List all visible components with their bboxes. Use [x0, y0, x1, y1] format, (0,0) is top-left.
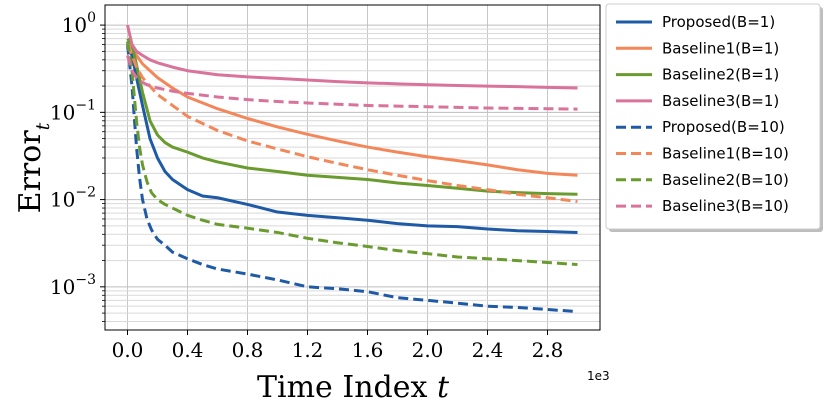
x-tick-label: 2.4 [472, 338, 504, 362]
legend-label: Baseline3(B=10) [662, 197, 789, 215]
x-axis-title-var: t [437, 370, 450, 405]
legend-label: Baseline2(B=10) [662, 171, 789, 189]
y-tick-label: 10−1 [50, 97, 96, 124]
y-tick-label: 100 [62, 10, 96, 37]
y-axis-title: Errort [13, 122, 54, 213]
series-lines [126, 24, 578, 314]
legend-label: Baseline1(B=1) [662, 39, 779, 57]
grid-lines [105, 5, 600, 330]
y-tick-label: 10−2 [50, 185, 96, 212]
x-tick-label: 2.8 [532, 338, 564, 362]
y-tick-base: 10 [50, 100, 75, 124]
y-tick-exponent: 0 [87, 10, 96, 26]
x-tick-label: 1.2 [292, 338, 324, 362]
x-axis-title: Time Index t [257, 370, 450, 405]
plot-area [104, 4, 601, 331]
series-line-baseline1-b-10 [126, 43, 578, 204]
x-axis-title-main: Time Index [257, 370, 437, 405]
y-tick-label: 10−3 [50, 272, 96, 299]
legend-label: Proposed(B=10) [662, 118, 785, 136]
x-tick-label: 2.0 [412, 338, 444, 362]
legend-box [605, 3, 821, 230]
legend-label: Baseline1(B=10) [662, 145, 789, 163]
x-axis-offset-label: 1e3 [587, 369, 610, 383]
x-tick-label: 0.0 [112, 338, 144, 362]
legend-label: Proposed(B=1) [662, 13, 775, 31]
series-line-baseline1-b-1 [126, 43, 578, 177]
x-tick-label: 1.6 [352, 338, 384, 362]
series-line-baseline2-b-1 [126, 37, 578, 196]
y-axis-title-sub: t [32, 122, 54, 130]
x-tick-label: 0.4 [172, 338, 204, 362]
x-tick-label: 0.8 [232, 338, 264, 362]
x-axis-ticks: 0.0 0.4 0.8 1.2 1.6 2.0 2.4 2.8 [112, 330, 564, 362]
y-axis-title-main: Error [13, 130, 48, 214]
y-tick-base: 10 [50, 275, 75, 299]
y-tick-exponent: −2 [75, 185, 96, 201]
legend-label: Baseline3(B=1) [662, 92, 779, 110]
plot-frame [104, 4, 601, 331]
y-tick-exponent: −1 [75, 97, 96, 113]
series-line-baseline2-b-10 [126, 41, 578, 267]
y-tick-base: 10 [62, 13, 87, 37]
plot-background [105, 5, 600, 330]
series-line-baseline3-b-10 [126, 54, 578, 111]
y-tick-base: 10 [50, 188, 75, 212]
series-line-baseline3-b-1 [126, 24, 578, 90]
series-line-proposed-b-10 [126, 44, 578, 314]
series-line-proposed-b-1 [126, 46, 578, 234]
y-tick-exponent: −3 [75, 272, 96, 288]
legend-label: Baseline2(B=1) [662, 66, 779, 84]
legend: Proposed(B=1) Baseline1(B=1) Baseline2(B=1… [605, 3, 823, 232]
